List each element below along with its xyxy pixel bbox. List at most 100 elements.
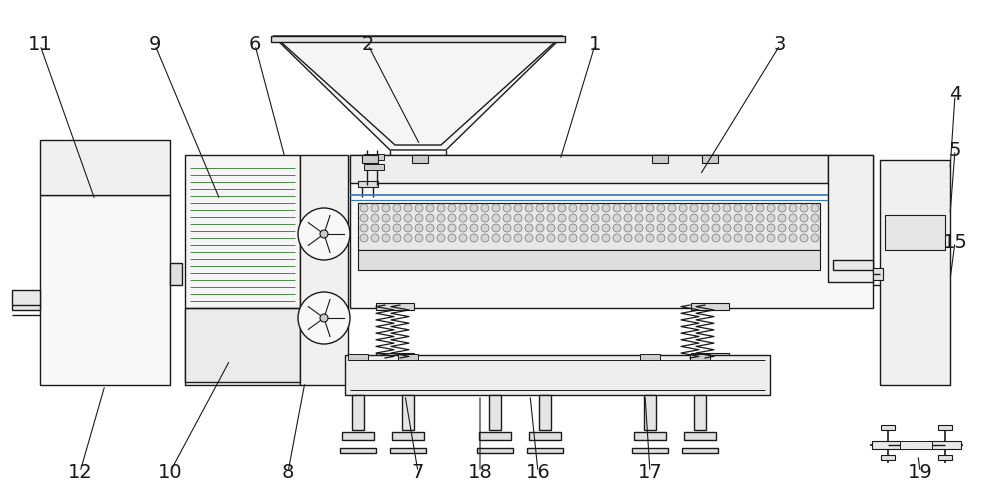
Circle shape xyxy=(415,234,423,242)
Circle shape xyxy=(734,214,742,222)
Circle shape xyxy=(536,214,544,222)
Circle shape xyxy=(514,234,522,242)
Circle shape xyxy=(690,214,698,222)
Circle shape xyxy=(789,234,797,242)
Circle shape xyxy=(404,214,412,222)
Circle shape xyxy=(459,224,467,232)
Circle shape xyxy=(756,224,764,232)
Circle shape xyxy=(547,214,555,222)
Circle shape xyxy=(778,234,786,242)
Circle shape xyxy=(712,214,720,222)
Bar xyxy=(682,448,718,453)
Bar xyxy=(691,353,729,360)
Circle shape xyxy=(668,204,676,212)
Circle shape xyxy=(525,234,533,242)
Bar xyxy=(873,268,883,280)
Circle shape xyxy=(745,224,753,232)
Circle shape xyxy=(679,214,687,222)
Circle shape xyxy=(811,204,819,212)
Circle shape xyxy=(624,224,632,232)
Circle shape xyxy=(470,224,478,232)
Bar xyxy=(900,441,932,449)
Circle shape xyxy=(393,214,401,222)
Bar xyxy=(350,155,873,308)
Circle shape xyxy=(778,224,786,232)
Circle shape xyxy=(712,224,720,232)
Circle shape xyxy=(789,224,797,232)
Circle shape xyxy=(723,234,731,242)
Circle shape xyxy=(778,214,786,222)
Circle shape xyxy=(690,234,698,242)
Circle shape xyxy=(800,214,808,222)
Circle shape xyxy=(514,224,522,232)
Circle shape xyxy=(745,234,753,242)
Circle shape xyxy=(767,234,775,242)
Circle shape xyxy=(712,234,720,242)
Circle shape xyxy=(811,214,819,222)
Circle shape xyxy=(481,234,489,242)
Circle shape xyxy=(602,204,610,212)
Circle shape xyxy=(415,214,423,222)
Circle shape xyxy=(624,204,632,212)
Circle shape xyxy=(591,234,599,242)
Bar xyxy=(358,203,820,250)
Bar xyxy=(938,455,952,460)
Bar xyxy=(872,441,904,449)
Circle shape xyxy=(360,204,368,212)
Circle shape xyxy=(569,204,577,212)
Bar xyxy=(479,432,511,440)
Circle shape xyxy=(613,224,621,232)
Text: 6: 6 xyxy=(249,36,261,55)
Bar xyxy=(881,425,895,430)
Circle shape xyxy=(635,204,643,212)
Circle shape xyxy=(690,224,698,232)
Circle shape xyxy=(448,234,456,242)
Circle shape xyxy=(745,214,753,222)
Circle shape xyxy=(613,234,621,242)
Text: 17: 17 xyxy=(638,462,662,482)
Bar xyxy=(881,455,895,460)
Circle shape xyxy=(734,224,742,232)
Circle shape xyxy=(426,204,434,212)
Bar xyxy=(358,181,378,187)
Circle shape xyxy=(569,214,577,222)
Circle shape xyxy=(470,204,478,212)
Bar xyxy=(684,432,716,440)
Circle shape xyxy=(712,204,720,212)
Bar xyxy=(390,448,426,453)
Circle shape xyxy=(382,214,390,222)
Circle shape xyxy=(437,224,445,232)
Circle shape xyxy=(580,214,588,222)
Circle shape xyxy=(525,214,533,222)
Text: 4: 4 xyxy=(949,85,961,105)
Circle shape xyxy=(514,214,522,222)
Circle shape xyxy=(756,214,764,222)
Circle shape xyxy=(668,214,676,222)
Text: 8: 8 xyxy=(282,462,294,482)
Circle shape xyxy=(646,234,654,242)
Circle shape xyxy=(734,234,742,242)
Circle shape xyxy=(371,234,379,242)
Circle shape xyxy=(492,234,500,242)
Text: 9: 9 xyxy=(149,36,161,55)
Circle shape xyxy=(459,214,467,222)
Circle shape xyxy=(646,214,654,222)
Circle shape xyxy=(536,204,544,212)
Circle shape xyxy=(426,224,434,232)
Bar xyxy=(880,160,950,385)
Circle shape xyxy=(745,204,753,212)
Circle shape xyxy=(437,234,445,242)
Bar xyxy=(40,140,170,195)
Circle shape xyxy=(404,204,412,212)
Bar xyxy=(644,395,656,430)
Circle shape xyxy=(701,214,709,222)
Circle shape xyxy=(503,224,511,232)
Circle shape xyxy=(459,234,467,242)
Circle shape xyxy=(547,204,555,212)
Circle shape xyxy=(723,214,731,222)
Bar xyxy=(489,395,501,430)
Text: 5: 5 xyxy=(949,140,961,160)
Circle shape xyxy=(415,224,423,232)
Circle shape xyxy=(481,204,489,212)
Circle shape xyxy=(393,224,401,232)
